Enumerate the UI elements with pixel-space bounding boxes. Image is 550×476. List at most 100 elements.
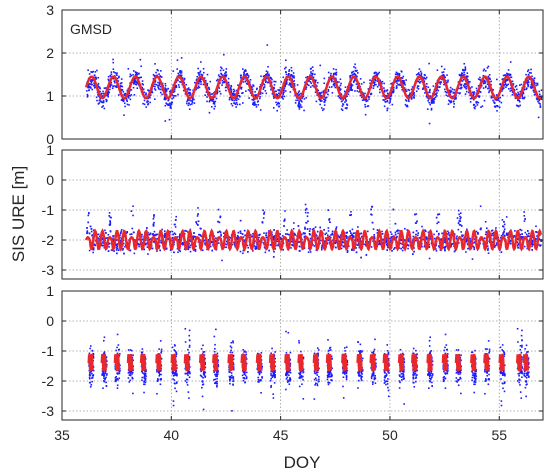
scatter-point — [272, 256, 275, 258]
scatter-point — [382, 99, 385, 101]
scatter-point — [473, 91, 476, 93]
scatter-point — [159, 88, 161, 91]
scatter-point — [92, 248, 95, 251]
scatter-point — [211, 93, 214, 95]
scatter-point — [174, 226, 177, 228]
scatter-point — [237, 231, 240, 234]
scatter-point — [199, 70, 202, 73]
scatter-point — [346, 237, 348, 239]
scatter-point — [186, 88, 189, 90]
scatter-point — [134, 74, 137, 76]
scatter-point — [496, 99, 498, 102]
scatter-point — [109, 221, 112, 224]
scatter-point — [458, 74, 461, 77]
scatter-point — [475, 101, 477, 103]
scatter-point — [164, 120, 167, 122]
scatter-point — [478, 96, 480, 98]
scatter-point — [253, 104, 255, 106]
scatter-point — [267, 81, 270, 84]
scatter-point — [159, 75, 161, 78]
scatter-point — [479, 90, 481, 93]
scatter-point — [235, 102, 238, 104]
scatter-point — [312, 227, 315, 230]
scatter-point — [437, 245, 440, 247]
scatter-point — [364, 103, 366, 106]
scatter-point — [236, 97, 238, 100]
scatter-point — [102, 380, 105, 382]
scatter-point — [187, 104, 190, 107]
scatter-point — [342, 241, 345, 244]
scatter-point — [535, 82, 537, 85]
scatter-point — [331, 80, 333, 83]
scatter-point — [177, 93, 179, 96]
scatter-point — [184, 229, 186, 232]
scatter-point — [411, 97, 413, 99]
scatter-point — [346, 250, 349, 252]
scatter-point — [285, 83, 288, 85]
scatter-point — [221, 84, 223, 86]
scatter-point — [502, 74, 505, 77]
scatter-point — [309, 233, 311, 236]
scatter-point — [136, 73, 138, 76]
scatter-point — [300, 106, 303, 108]
scatter-point — [254, 240, 256, 242]
scatter-point — [503, 221, 505, 223]
scatter-point — [114, 72, 116, 74]
scatter-point — [124, 246, 126, 248]
scatter-point — [242, 81, 245, 83]
scatter-point — [386, 92, 389, 95]
scatter-point — [245, 73, 248, 75]
scatter-point — [428, 101, 431, 104]
scatter-point — [87, 214, 90, 217]
scatter-point — [130, 233, 133, 235]
scatter-point — [490, 95, 493, 97]
scatter-point — [502, 232, 505, 234]
scatter-point — [137, 243, 140, 246]
scatter-point — [539, 106, 542, 108]
scatter-point — [312, 243, 314, 246]
scatter-point — [266, 73, 268, 75]
scatter-point — [220, 233, 222, 236]
scatter-point — [492, 96, 494, 99]
scatter-point — [374, 74, 376, 77]
scatter-point — [472, 245, 474, 248]
scatter-point — [533, 81, 535, 84]
scatter-point — [470, 97, 473, 100]
scatter-point — [386, 109, 389, 112]
scatter-point — [282, 235, 284, 237]
scatter-point — [338, 81, 340, 83]
scatter-point — [123, 114, 125, 116]
scatter-point — [323, 100, 326, 103]
scatter-point — [495, 242, 498, 244]
scatter-point — [187, 99, 189, 102]
scatter-point — [119, 236, 121, 239]
scatter-point — [319, 64, 322, 67]
scatter-point — [432, 98, 434, 100]
scatter-point — [136, 82, 139, 85]
scatter-point — [320, 239, 322, 242]
scatter-point — [155, 233, 157, 236]
scatter-point — [91, 71, 93, 74]
scatter-point — [473, 93, 475, 95]
scatter-point — [293, 80, 295, 82]
scatter-point — [176, 236, 179, 238]
scatter-point — [151, 247, 154, 250]
scatter-point — [118, 75, 120, 78]
scatter-point — [458, 224, 461, 226]
scatter-point — [444, 238, 446, 240]
scatter-point — [107, 79, 110, 82]
scatter-point — [425, 85, 428, 88]
scatter-point — [97, 82, 100, 85]
scatter-point — [305, 96, 308, 99]
scatter-point — [284, 83, 287, 85]
scatter-point — [146, 246, 149, 248]
scatter-point — [290, 69, 293, 72]
scatter-point — [406, 104, 409, 107]
scatter-point — [235, 236, 238, 239]
scatter-point — [157, 86, 160, 89]
scatter-point — [345, 232, 348, 234]
scatter-point — [88, 89, 90, 91]
scatter-point — [132, 86, 135, 89]
scatter-point — [435, 248, 437, 250]
